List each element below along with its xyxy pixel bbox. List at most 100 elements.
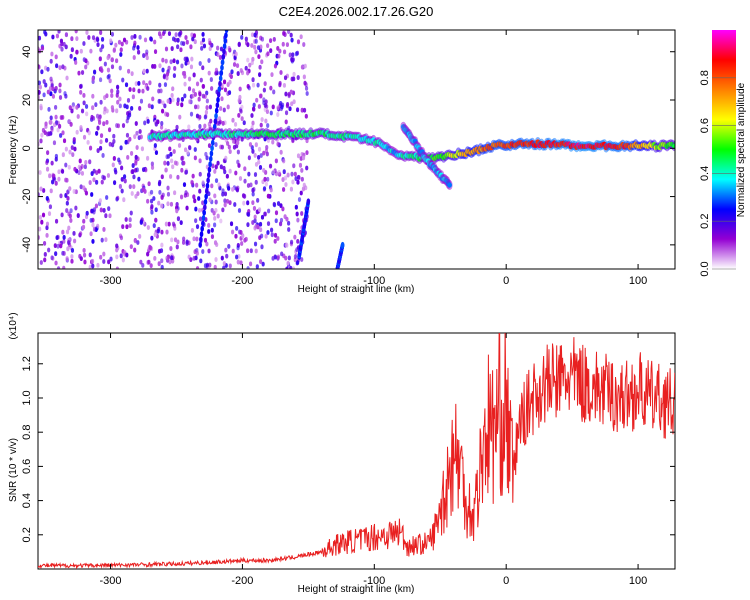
noise-speckle [57, 176, 61, 182]
noise-speckle [176, 37, 180, 43]
noise-speckle [133, 238, 137, 244]
noise-speckle [153, 49, 158, 55]
noise-speckle [246, 57, 250, 63]
noise-speckle [227, 45, 231, 51]
noise-speckle [255, 97, 259, 103]
noise-speckle [198, 216, 203, 222]
noise-speckle [296, 260, 300, 265]
noise-speckle [284, 119, 288, 125]
noise-speckle [296, 179, 300, 185]
noise-speckle [180, 167, 184, 173]
noise-speckle [91, 222, 95, 228]
snr-multiplier-label: (x10⁴) [8, 312, 19, 339]
noise-speckle [173, 225, 177, 231]
noise-speckle [90, 192, 94, 197]
noise-speckle [246, 183, 251, 188]
noise-speckle [65, 256, 69, 262]
noise-speckle [141, 167, 146, 173]
noise-speckle [184, 35, 188, 40]
noise-speckle [97, 168, 101, 174]
noise-speckle [169, 255, 174, 261]
noise-speckle [164, 46, 169, 52]
noise-speckle [128, 184, 132, 190]
noise-speckle [192, 236, 196, 242]
noise-speckle [157, 261, 161, 267]
noise-speckle [190, 32, 194, 38]
noise-speckle [91, 105, 95, 111]
streak-mark [198, 241, 203, 248]
noise-speckle [139, 134, 143, 140]
noise-speckle [89, 217, 93, 223]
noise-speckle [277, 170, 281, 175]
noise-speckle [132, 55, 136, 60]
noise-speckle [85, 210, 89, 216]
noise-speckle [193, 92, 198, 97]
noise-speckle [75, 104, 79, 110]
noise-speckle [114, 42, 118, 48]
noise-speckle [258, 64, 262, 70]
noise-speckle [290, 171, 294, 177]
streak-mark [222, 48, 226, 55]
noise-speckle [54, 86, 58, 91]
noise-speckle [107, 206, 111, 211]
noise-speckle [207, 38, 212, 43]
noise-speckle [82, 41, 86, 46]
noise-speckle [299, 34, 303, 40]
noise-speckle [240, 116, 244, 122]
noise-speckle [264, 99, 268, 105]
noise-speckle [74, 60, 78, 65]
noise-speckle [62, 235, 66, 240]
noise-speckle [283, 75, 288, 81]
noise-speckle [137, 176, 141, 182]
noise-speckle [146, 225, 150, 230]
noise-speckle [45, 233, 49, 238]
noise-speckle [229, 74, 233, 80]
noise-speckle [83, 259, 87, 265]
noise-speckle [203, 114, 207, 120]
noise-speckle [98, 145, 103, 151]
streak-mark [207, 166, 212, 173]
noise-speckle [77, 70, 81, 76]
noise-speckle [287, 93, 291, 99]
noise-speckle [239, 108, 243, 114]
noise-speckle [197, 196, 201, 201]
colorbar-tick-label: 0.8 [699, 70, 711, 85]
noise-speckle [50, 160, 54, 166]
noise-speckle [106, 55, 110, 61]
noise-speckle [273, 232, 278, 238]
streak-mark [217, 86, 222, 93]
noise-speckle [136, 240, 140, 245]
snr-x-axis-title: Height of straight line (km) [298, 584, 415, 595]
noise-speckle [54, 114, 58, 120]
snr-y-tick-label: 0.8 [21, 425, 33, 440]
noise-speckle [100, 179, 104, 185]
noise-speckle [287, 227, 291, 232]
noise-speckle [258, 221, 263, 227]
noise-speckle [143, 120, 147, 126]
noise-speckle [263, 211, 267, 217]
noise-speckle [205, 241, 209, 247]
noise-speckle [224, 247, 228, 253]
noise-speckle [103, 61, 107, 67]
noise-speckle [58, 65, 62, 71]
track-mark [447, 182, 453, 188]
noise-speckle [170, 158, 174, 164]
noise-speckle [276, 105, 280, 111]
noise-speckle [203, 237, 208, 243]
noise-speckle [187, 124, 191, 130]
noise-speckle [165, 71, 170, 77]
noise-speckle [110, 88, 114, 94]
noise-speckle [56, 127, 60, 133]
noise-speckle [171, 86, 175, 92]
noise-speckle [268, 38, 273, 44]
noise-speckle [74, 30, 78, 34]
noise-speckle [147, 181, 151, 187]
snr-y-tick-label: 0.4 [21, 493, 33, 508]
spectrogram-y-tick-label: 0 [21, 145, 33, 151]
noise-speckle [123, 178, 127, 184]
noise-speckle [195, 182, 199, 188]
noise-speckle [108, 78, 112, 84]
noise-speckle [166, 154, 171, 159]
noise-speckle [159, 88, 163, 94]
chart-title: C2E4.2026.002.17.26.G20 [279, 4, 434, 19]
